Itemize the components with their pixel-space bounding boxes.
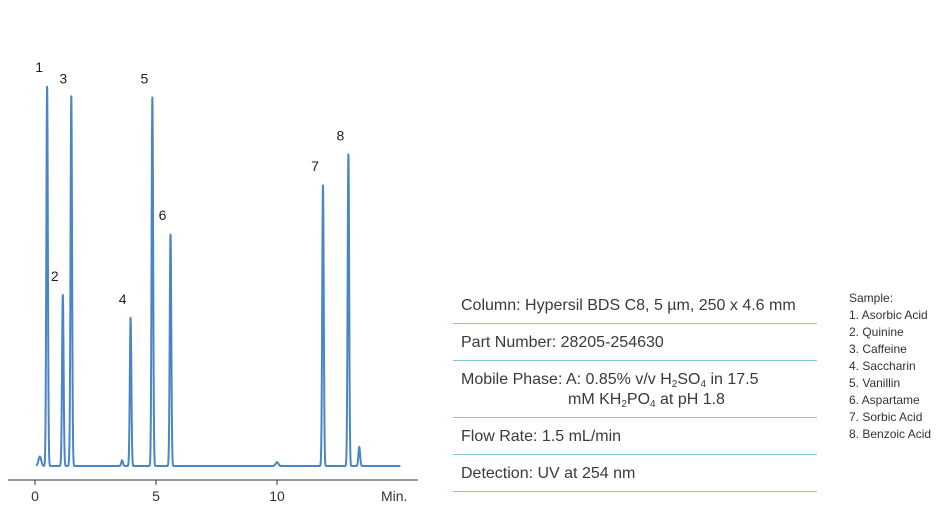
- flow-rate-text: Flow Rate: 1.5 mL/min: [461, 428, 622, 445]
- x-tick-label: 10: [269, 488, 285, 504]
- mobile-phase-line2-mid: PO: [626, 391, 651, 408]
- mobile-phase-sub2: 4: [700, 379, 707, 390]
- mobile-phase-line2-sub2: 4: [650, 399, 656, 410]
- sample-item-2: 2. Quinine: [849, 325, 904, 339]
- x-tick-label: 0: [31, 488, 39, 504]
- part-number-text: Part Number: 28205-254630: [461, 334, 664, 351]
- mobile-phase-row: Mobile Phase: A: 0.85% v/v H2SO4 in 17.5…: [453, 361, 817, 418]
- peak-label-6: 6: [159, 207, 167, 223]
- sample-item-8: 8. Benzoic Acid: [849, 427, 932, 441]
- mobile-phase-line1: Mobile Phase: A: 0.85% v/v H2SO4 in 17.5: [461, 370, 817, 390]
- sample-item-4: 4. Saccharin: [849, 359, 916, 373]
- x-axis-ticks: 0 5 10: [31, 480, 285, 504]
- sample-list: Sample: 1. Asorbic Acid 2. Quinine 3. Ca…: [849, 290, 931, 443]
- peak-label-4: 4: [119, 291, 127, 307]
- column-row: Column: Hypersil BDS C8, 5 µm, 250 x 4.6…: [453, 287, 817, 324]
- mobile-phase-sub1: 2: [671, 379, 678, 390]
- mobile-phase-mid: SO: [677, 371, 701, 388]
- mobile-phase-line2-suffix: at pH 1.8: [655, 391, 725, 408]
- detection-row: Detection: UV at 254 nm: [453, 455, 817, 492]
- sample-title: Sample:: [849, 291, 894, 305]
- mobile-phase-line2-sub1: 2: [621, 399, 627, 410]
- part-number-row: Part Number: 28205-254630: [453, 324, 817, 361]
- mobile-phase-line2-prefix: mM KH: [568, 391, 622, 408]
- flow-rate-row: Flow Rate: 1.5 mL/min: [453, 418, 817, 455]
- peak-labels: 1 2 3 4 5 6 7 8: [35, 59, 344, 307]
- peak-label-2: 2: [51, 268, 59, 284]
- chromatogram-chart: 1 2 3 4 5 6 7 8 0 5 10 Min.: [8, 59, 418, 504]
- x-axis-unit-label: Min.: [381, 488, 407, 504]
- peak-label-8: 8: [336, 127, 344, 143]
- chromatogram-line: [35, 85, 402, 467]
- sample-item-3: 3. Caffeine: [849, 342, 907, 356]
- sample-item-1: 1. Asorbic Acid: [849, 308, 928, 322]
- column-text: Column: Hypersil BDS C8, 5 µm, 250 x 4.6…: [461, 297, 796, 314]
- mobile-phase-suffix: in 17.5: [706, 371, 759, 388]
- x-tick-label: 5: [152, 488, 160, 504]
- detection-text: Detection: UV at 254 nm: [461, 465, 636, 482]
- mobile-phase-line2: mM KH2PO4 at pH 1.8: [461, 390, 817, 410]
- mobile-phase-prefix: Mobile Phase: A: 0.85% v/v H: [461, 371, 672, 388]
- sample-item-7: 7. Sorbic Acid: [849, 410, 923, 424]
- sample-item-5: 5. Vanillin: [849, 376, 901, 390]
- sample-item-6: 6. Aspartame: [849, 393, 920, 407]
- peak-label-3: 3: [59, 70, 67, 86]
- peak-label-5: 5: [140, 70, 148, 86]
- chromatogram-trace: [35, 85, 402, 467]
- peak-label-1: 1: [35, 59, 43, 75]
- peak-label-7: 7: [311, 158, 319, 174]
- conditions-table: Column: Hypersil BDS C8, 5 µm, 250 x 4.6…: [453, 287, 817, 492]
